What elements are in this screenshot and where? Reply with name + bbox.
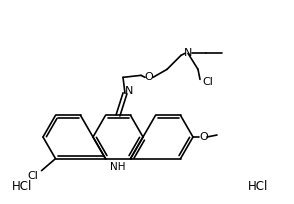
Text: N: N (184, 48, 192, 58)
Text: HCl: HCl (248, 180, 268, 193)
Text: HCl: HCl (12, 180, 32, 193)
Text: Cl: Cl (203, 77, 213, 87)
Text: O: O (200, 132, 208, 142)
Text: N: N (125, 86, 133, 96)
Text: O: O (145, 72, 153, 82)
Text: Cl: Cl (27, 171, 38, 181)
Text: NH: NH (110, 162, 126, 172)
